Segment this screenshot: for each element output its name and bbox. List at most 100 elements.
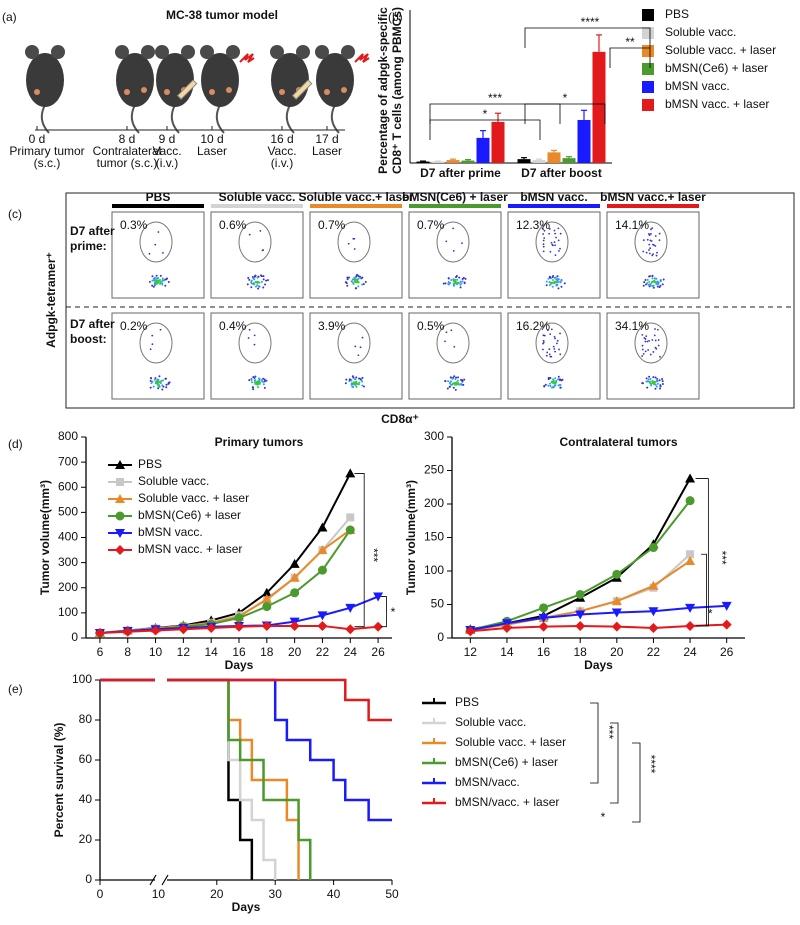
- event-dot: [258, 379, 261, 382]
- y-axis-label: Tumor volume(mm³): [38, 480, 52, 595]
- row-label: D7 after: [70, 224, 115, 238]
- event-dot: [642, 250, 645, 253]
- event-dot: [460, 282, 463, 285]
- event-dot: [461, 380, 464, 383]
- event-dot: [153, 279, 156, 282]
- event-dot: [459, 283, 462, 286]
- event-dot: [259, 381, 262, 384]
- significance: *: [483, 107, 488, 121]
- event-dot: [152, 385, 155, 388]
- event-dot: [453, 382, 456, 385]
- y-axis-label: CD8⁺ T cells (among PBMCs): [390, 7, 404, 174]
- bracket: [610, 722, 619, 804]
- event-day: 17 d: [315, 132, 338, 146]
- event-dot: [559, 386, 562, 389]
- event-dot: [154, 243, 157, 246]
- event-dot: [162, 385, 165, 388]
- row-label: prime:: [70, 239, 107, 253]
- gate: [337, 322, 371, 364]
- event-label: tumor (s.c.): [97, 156, 158, 170]
- event-label: Contralateral: [93, 144, 162, 158]
- event-dot: [459, 286, 462, 289]
- event-dot: [159, 328, 162, 331]
- data-point: [686, 550, 695, 559]
- data-point: [261, 587, 272, 597]
- event-dot: [649, 378, 652, 381]
- event-dot: [355, 274, 358, 277]
- event-dot: [559, 281, 562, 284]
- event-dot: [644, 340, 647, 343]
- event-dot: [647, 249, 650, 251]
- event-dot: [154, 377, 157, 380]
- data-point: [538, 613, 549, 623]
- event-dot: [150, 377, 153, 380]
- data-point: [575, 610, 586, 620]
- significance: *: [601, 810, 606, 824]
- mouse-tail: [285, 104, 295, 134]
- event-dot: [549, 333, 552, 335]
- y-tick-label: 200: [424, 496, 444, 510]
- x-axis-label: CD8α⁺: [381, 412, 419, 426]
- event-dot: [345, 378, 348, 381]
- event-dot: [359, 277, 362, 280]
- y-tick-label: 700: [58, 454, 78, 468]
- event-dot: [543, 237, 546, 239]
- gate-percentage: 0.3%: [120, 218, 148, 232]
- mouse: [315, 45, 370, 134]
- event-dot: [462, 383, 465, 386]
- event-dot: [651, 281, 654, 284]
- bar: [476, 137, 490, 163]
- event-dot: [351, 375, 354, 378]
- event-dot: [446, 387, 449, 390]
- bracket: [632, 742, 641, 823]
- event-dot: [253, 275, 256, 278]
- mouse-tumor: [226, 87, 232, 93]
- event-dot: [357, 383, 360, 386]
- data-point: [289, 572, 300, 582]
- x-tick-label: 8: [124, 645, 131, 659]
- bracket: [695, 478, 709, 627]
- event-dot: [649, 239, 652, 242]
- data-point: [345, 468, 356, 478]
- syringe: [176, 79, 198, 100]
- bracket: [609, 47, 651, 68]
- panel-label: (b): [388, 10, 403, 24]
- data-point: [721, 619, 732, 630]
- event-dot: [151, 334, 154, 337]
- bar: [431, 161, 445, 163]
- mouse: [115, 45, 155, 134]
- event-dot: [549, 250, 552, 253]
- event-dot: [260, 274, 263, 277]
- mouse-tail: [330, 104, 340, 134]
- event-dot: [344, 281, 347, 284]
- event-dot: [348, 378, 351, 381]
- event-dot: [551, 279, 554, 282]
- event-dot: [361, 336, 364, 339]
- event-dot: [655, 254, 658, 257]
- data-point: [721, 601, 732, 611]
- bracket: [590, 702, 599, 784]
- event-dot: [653, 334, 656, 337]
- event-dot: [353, 248, 356, 250]
- legend-label: bMSN/vacc. + laser: [455, 795, 559, 809]
- event-dot: [354, 384, 357, 387]
- event-dot: [161, 379, 164, 382]
- event-dot: [355, 281, 358, 284]
- mouse-tail: [130, 104, 140, 134]
- event-dot: [643, 281, 646, 284]
- event-dot: [542, 233, 545, 235]
- x-tick-label: 18: [574, 645, 588, 659]
- event-dot: [253, 283, 256, 286]
- event-dot: [649, 247, 652, 250]
- event-dot: [647, 283, 650, 286]
- event-dot: [559, 232, 562, 235]
- event-dot: [554, 254, 557, 256]
- event-dot: [167, 281, 170, 284]
- bar: [491, 121, 505, 163]
- event-dot: [649, 283, 652, 286]
- data-point: [317, 522, 328, 532]
- legend-label: PBS: [665, 7, 689, 21]
- event-dot: [654, 376, 657, 379]
- event-dot: [548, 382, 551, 385]
- event-dot: [661, 382, 664, 385]
